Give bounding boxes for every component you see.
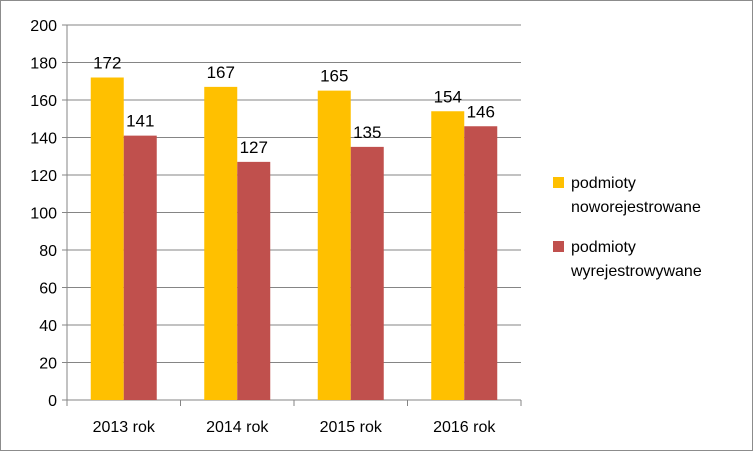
- x-category-label: 2014 rok: [206, 419, 269, 436]
- data-label: 135: [353, 123, 381, 142]
- y-tick-label: 140: [30, 131, 57, 148]
- legend-label: noworejestrowane: [571, 199, 701, 216]
- y-tick-label: 40: [39, 318, 57, 335]
- y-tick-label: 20: [39, 356, 57, 373]
- data-label: 154: [434, 87, 462, 106]
- data-label: 165: [320, 67, 348, 86]
- bar: [431, 111, 465, 400]
- data-label: 141: [126, 112, 154, 131]
- y-tick-label: 100: [30, 206, 57, 223]
- x-category-label: 2016 rok: [433, 419, 496, 436]
- x-category-label: 2013 rok: [93, 419, 156, 436]
- data-label: 127: [240, 138, 268, 157]
- y-tick-label: 200: [30, 18, 57, 35]
- y-tick-label: 60: [39, 281, 57, 298]
- x-category-label: 2015 rok: [320, 419, 383, 436]
- legend-swatch: [553, 177, 564, 188]
- y-tick-label: 120: [30, 168, 57, 185]
- y-tick-label: 0: [48, 393, 57, 410]
- bar: [204, 86, 238, 400]
- y-tick-label: 180: [30, 56, 57, 73]
- legend-label: wyrejestrowywane: [570, 263, 702, 280]
- bar: [123, 135, 157, 400]
- bar: [90, 77, 124, 400]
- bar: [464, 126, 498, 400]
- data-label: 167: [207, 63, 235, 82]
- data-label: 172: [93, 54, 121, 73]
- bar: [350, 146, 384, 400]
- y-tick-label: 80: [39, 243, 57, 260]
- bar: [237, 161, 271, 400]
- data-label: 146: [467, 102, 495, 121]
- legend-swatch: [553, 241, 564, 252]
- legend-label: podmioty: [571, 239, 636, 256]
- y-tick-label: 160: [30, 93, 57, 110]
- bar: [317, 90, 351, 400]
- legend-label: podmioty: [571, 175, 636, 192]
